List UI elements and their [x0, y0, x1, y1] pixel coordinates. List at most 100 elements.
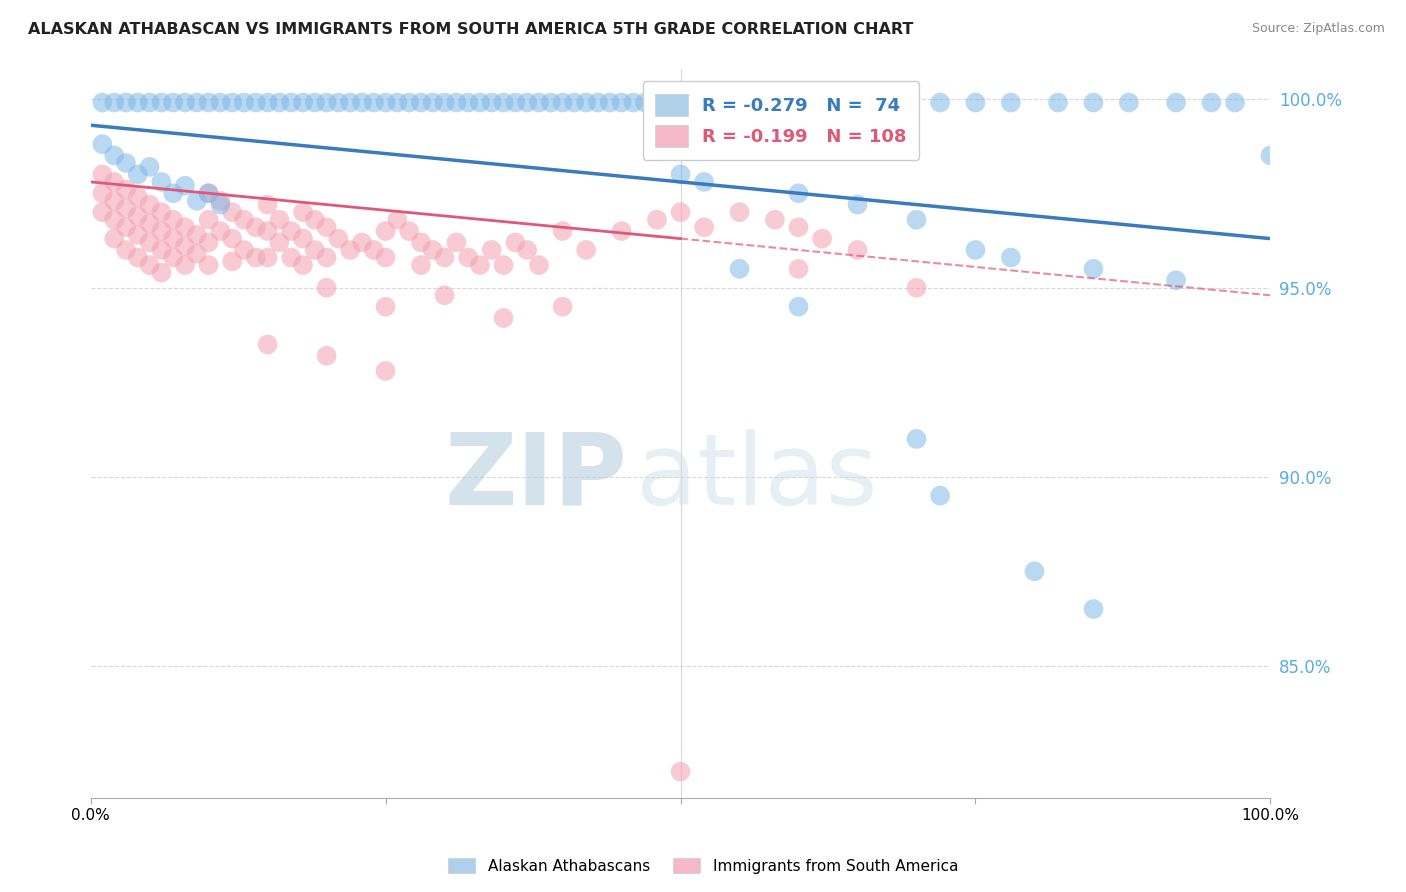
- Point: [1024, 564, 1046, 578]
- Point: [634, 95, 657, 110]
- Point: [645, 212, 668, 227]
- Point: [387, 95, 409, 110]
- Point: [115, 243, 138, 257]
- Point: [409, 258, 432, 272]
- Point: [457, 95, 479, 110]
- Point: [115, 156, 138, 170]
- Point: [138, 235, 160, 250]
- Point: [197, 235, 219, 250]
- Point: [245, 251, 267, 265]
- Point: [256, 197, 278, 211]
- Point: [575, 243, 598, 257]
- Point: [481, 243, 503, 257]
- Point: [209, 224, 232, 238]
- Point: [516, 243, 538, 257]
- Point: [1118, 95, 1140, 110]
- Point: [150, 95, 173, 110]
- Point: [1000, 251, 1022, 265]
- Point: [174, 239, 197, 253]
- Point: [965, 243, 987, 257]
- Point: [492, 258, 515, 272]
- Point: [374, 364, 396, 378]
- Point: [162, 212, 184, 227]
- Point: [505, 235, 527, 250]
- Point: [551, 95, 574, 110]
- Point: [291, 258, 314, 272]
- Point: [103, 148, 125, 162]
- Point: [350, 235, 373, 250]
- Point: [280, 95, 302, 110]
- Point: [115, 95, 138, 110]
- Point: [186, 194, 208, 208]
- Point: [138, 197, 160, 211]
- Point: [315, 220, 337, 235]
- Point: [221, 205, 243, 219]
- Point: [103, 175, 125, 189]
- Point: [350, 95, 373, 110]
- Point: [468, 95, 491, 110]
- Point: [245, 95, 267, 110]
- Point: [1201, 95, 1223, 110]
- Point: [929, 95, 952, 110]
- Point: [540, 95, 562, 110]
- Point: [374, 251, 396, 265]
- Point: [162, 186, 184, 201]
- Point: [209, 197, 232, 211]
- Point: [221, 232, 243, 246]
- Point: [197, 258, 219, 272]
- Point: [363, 95, 385, 110]
- Point: [693, 220, 716, 235]
- Point: [846, 243, 869, 257]
- Point: [516, 95, 538, 110]
- Point: [115, 182, 138, 196]
- Point: [269, 235, 291, 250]
- Point: [233, 243, 256, 257]
- Point: [221, 254, 243, 268]
- Point: [127, 167, 149, 181]
- Point: [315, 281, 337, 295]
- Point: [457, 251, 479, 265]
- Point: [505, 95, 527, 110]
- Point: [363, 243, 385, 257]
- Point: [669, 205, 692, 219]
- Point: [1083, 602, 1105, 616]
- Point: [1223, 95, 1246, 110]
- Point: [433, 251, 456, 265]
- Point: [91, 137, 114, 152]
- Point: [256, 95, 278, 110]
- Point: [551, 300, 574, 314]
- Point: [256, 337, 278, 351]
- Point: [150, 243, 173, 257]
- Point: [186, 95, 208, 110]
- Point: [127, 95, 149, 110]
- Point: [233, 95, 256, 110]
- Point: [209, 194, 232, 208]
- Point: [422, 243, 444, 257]
- Point: [905, 212, 928, 227]
- Point: [787, 186, 810, 201]
- Point: [811, 232, 834, 246]
- Point: [1083, 261, 1105, 276]
- Point: [103, 232, 125, 246]
- Point: [291, 95, 314, 110]
- Point: [1047, 95, 1070, 110]
- Point: [269, 95, 291, 110]
- Point: [91, 186, 114, 201]
- Point: [339, 95, 361, 110]
- Point: [162, 251, 184, 265]
- Point: [409, 235, 432, 250]
- Point: [162, 232, 184, 246]
- Point: [669, 167, 692, 181]
- Text: Source: ZipAtlas.com: Source: ZipAtlas.com: [1251, 22, 1385, 36]
- Point: [103, 194, 125, 208]
- Point: [291, 205, 314, 219]
- Point: [138, 217, 160, 231]
- Point: [197, 212, 219, 227]
- Point: [197, 186, 219, 201]
- Point: [328, 95, 350, 110]
- Point: [728, 261, 751, 276]
- Text: atlas: atlas: [636, 428, 877, 525]
- Point: [374, 224, 396, 238]
- Point: [763, 212, 786, 227]
- Point: [669, 764, 692, 779]
